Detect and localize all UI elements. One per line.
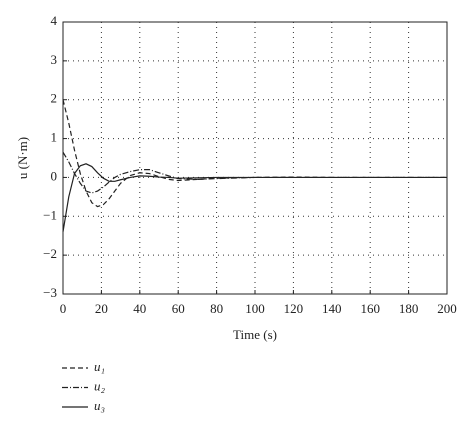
- y-tick-label: 4: [51, 13, 58, 28]
- x-tick-label: 0: [60, 301, 67, 316]
- y-tick-label: 0: [51, 168, 58, 183]
- x-axis-label: Time (s): [233, 327, 277, 342]
- plot-frame: [62, 21, 448, 295]
- x-tick-label: 140: [322, 301, 342, 316]
- x-tick-label: 160: [360, 301, 380, 316]
- y-tick-label: −3: [43, 285, 57, 300]
- y-axis-label: u (N·m): [15, 137, 30, 179]
- x-tick-label: 200: [437, 301, 457, 316]
- y-tick-label: 1: [51, 130, 58, 145]
- series-line: [62, 163, 447, 232]
- x-tick-label: 120: [284, 301, 304, 316]
- x-tick-label: 60: [172, 301, 185, 316]
- x-tick-label: 180: [399, 301, 419, 316]
- y-tick-label: −2: [43, 246, 57, 261]
- series-line: [62, 99, 447, 208]
- y-tick-label: −1: [43, 207, 57, 222]
- y-tick-label: 2: [51, 91, 58, 106]
- legend-label: u₂: [94, 378, 106, 393]
- x-tick-label: 80: [210, 301, 223, 316]
- legend-label: u₃: [94, 398, 105, 413]
- y-tick-label: 3: [51, 52, 58, 67]
- x-tick-label: 20: [95, 301, 108, 316]
- x-tick-label: 100: [245, 301, 265, 316]
- legend-label: u₁: [94, 359, 105, 374]
- x-tick-label: 40: [133, 301, 146, 316]
- series-line: [62, 151, 447, 194]
